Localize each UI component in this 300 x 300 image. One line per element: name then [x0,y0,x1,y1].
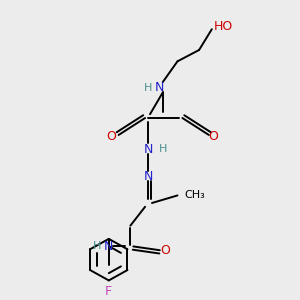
Text: N: N [104,240,113,253]
Text: N: N [143,143,153,156]
Text: N: N [143,170,153,183]
Text: N: N [155,81,164,94]
Text: O: O [106,130,116,143]
Text: HO: HO [214,20,233,33]
Text: O: O [208,130,218,143]
Text: O: O [160,244,170,257]
Text: H: H [93,242,101,251]
Text: H: H [159,144,167,154]
Text: H: H [144,83,152,93]
Text: CH₃: CH₃ [184,190,205,200]
Text: F: F [105,285,112,298]
